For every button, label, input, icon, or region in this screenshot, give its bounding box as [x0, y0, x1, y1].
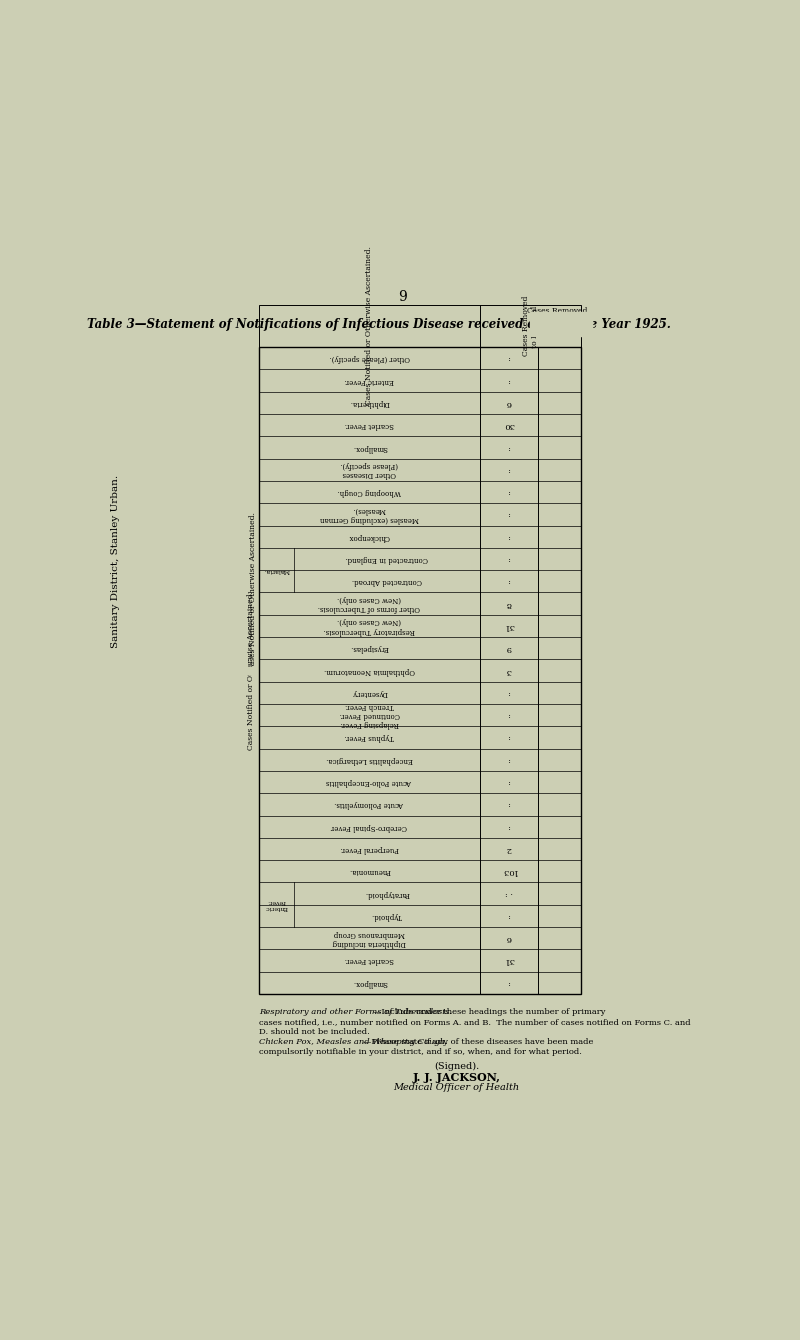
Text: D. should not be included.: D. should not be included. — [259, 1028, 370, 1036]
Text: —Please state if any of these diseases have been made: —Please state if any of these diseases h… — [362, 1037, 593, 1045]
Text: :: : — [507, 354, 510, 362]
Text: 31: 31 — [503, 957, 514, 965]
Text: Cases Removed
to Hospital.: Cases Removed to Hospital. — [522, 296, 538, 356]
Text: Ophthalmia Neonatorum.: Ophthalmia Neonatorum. — [324, 666, 415, 674]
Text: :: : — [507, 978, 510, 986]
Text: :: : — [507, 533, 510, 541]
Bar — [530, 312, 592, 335]
Text: Cases Notified or Otherwise Ascertained.: Cases Notified or Otherwise Ascertained. — [366, 247, 374, 406]
Text: :: : — [507, 733, 510, 741]
Text: Cases Notified or Otherwise Ascertained.: Cases Notified or Otherwise Ascertained. — [247, 591, 255, 750]
Text: Contracted in England.: Contracted in England. — [346, 555, 428, 563]
Text: Contracted Abroad.: Contracted Abroad. — [352, 578, 422, 586]
Bar — [232, 667, 255, 674]
Text: 9: 9 — [506, 645, 511, 653]
Text: Pneumonia.: Pneumonia. — [348, 867, 390, 875]
Text: :: : — [507, 555, 510, 563]
Text: J. J. JACKSON,: J. J. JACKSON, — [413, 1072, 501, 1084]
Text: Whooping Cough.: Whooping Cough. — [338, 488, 401, 496]
Text: Respiratory Tuberculosis.
(New Cases only).: Respiratory Tuberculosis. (New Cases onl… — [323, 618, 415, 635]
Text: Chickenpox: Chickenpox — [349, 533, 390, 541]
Text: Scarlet Fever.: Scarlet Fever. — [345, 421, 394, 429]
Text: :: : — [507, 800, 510, 808]
Text: :: : — [507, 466, 510, 474]
Text: :: : — [507, 488, 510, 496]
Text: Malaria.: Malaria. — [263, 568, 290, 572]
Text: Scarlet Fever.: Scarlet Fever. — [345, 957, 394, 965]
Bar — [259, 347, 581, 994]
Text: —Include under these headings the number of primary: —Include under these headings the number… — [373, 1008, 606, 1016]
Text: Other forms of Tuberculosis.
(New Cases only).: Other forms of Tuberculosis. (New Cases … — [318, 595, 421, 612]
Text: Other (Please specify).: Other (Please specify). — [329, 354, 410, 362]
Text: Table 3—Statement of Notifications of Infectious Disease received during the Yea: Table 3—Statement of Notifications of In… — [87, 318, 671, 331]
Text: Typhoid.: Typhoid. — [371, 913, 402, 919]
Text: 8: 8 — [506, 599, 511, 607]
Text: 6: 6 — [506, 399, 511, 407]
Text: Smallpox.: Smallpox. — [352, 444, 387, 452]
Text: :: : — [507, 823, 510, 831]
Text: Respiratory and other Forms of Tuberculosis.: Respiratory and other Forms of Tuberculo… — [259, 1008, 452, 1016]
Text: Cases Removed
to Hospital.: Cases Removed to Hospital. — [527, 307, 587, 324]
Text: 3: 3 — [506, 666, 511, 674]
Text: Paratyphoid.: Paratyphoid. — [364, 890, 410, 898]
Text: :: : — [507, 779, 510, 787]
Bar — [259, 304, 581, 347]
Text: 103: 103 — [501, 867, 517, 875]
Text: :: : — [507, 578, 510, 586]
Text: 30: 30 — [503, 421, 514, 429]
Text: :: : — [507, 511, 510, 519]
Text: 9: 9 — [398, 289, 406, 304]
Text: Erysipelas.: Erysipelas. — [350, 645, 389, 653]
Text: Smallpox.: Smallpox. — [352, 978, 387, 986]
Text: :: : — [507, 377, 510, 385]
Text: :: : — [507, 712, 510, 720]
Text: Diphtheria.: Diphtheria. — [349, 399, 390, 407]
Text: Typhus Fever.: Typhus Fever. — [345, 733, 394, 741]
Text: Other Diseases
(Please specify).: Other Diseases (Please specify). — [341, 461, 398, 478]
Text: 6: 6 — [506, 934, 511, 942]
Text: Enteric
Fever.: Enteric Fever. — [265, 899, 288, 910]
Text: :: : — [507, 444, 510, 452]
Text: cases notified, i.e., number notified on Forms A. and B.  The number of cases no: cases notified, i.e., number notified on… — [259, 1018, 690, 1026]
Text: Chicken Pox, Measles and Whooping Cough.: Chicken Pox, Measles and Whooping Cough. — [259, 1037, 448, 1045]
Text: Cerebro-Spinal Fever: Cerebro-Spinal Fever — [331, 823, 407, 831]
Text: Acute Poliomyelitis.: Acute Poliomyelitis. — [334, 800, 404, 808]
Text: Cases Notified or Otherwise Ascertained.: Cases Notified or Otherwise Ascertained. — [249, 512, 257, 670]
Text: . :: . : — [505, 890, 513, 898]
Text: Diphtheria including
Membranous Group: Diphtheria including Membranous Group — [333, 930, 406, 947]
Text: :: : — [507, 756, 510, 764]
Text: 2: 2 — [506, 846, 511, 854]
Text: :: : — [507, 913, 510, 919]
Text: Dysentery: Dysentery — [351, 689, 387, 697]
Text: Encephalitis Lethargica.: Encephalitis Lethargica. — [326, 756, 413, 764]
Text: :: : — [507, 689, 510, 697]
Text: Medical Officer of Health: Medical Officer of Health — [394, 1083, 519, 1092]
Text: 31: 31 — [503, 622, 514, 630]
Text: Measles (excluding German
Measles).: Measles (excluding German Measles). — [320, 505, 419, 523]
Text: Puerperal Fever.: Puerperal Fever. — [340, 846, 398, 854]
Text: Relapsing Fever.
Continued Fever.
Trench Fever.: Relapsing Fever. Continued Fever. Trench… — [339, 702, 399, 729]
Text: Acute Polio-Encephalitis: Acute Polio-Encephalitis — [326, 779, 412, 787]
Text: (Signed).: (Signed). — [434, 1061, 479, 1071]
Text: compulsorily notifiable in your district, and if so, when, and for what period.: compulsorily notifiable in your district… — [259, 1048, 582, 1056]
Text: Enteric Fever.: Enteric Fever. — [345, 377, 394, 385]
Text: Sanitary District, Stanley Urban.: Sanitary District, Stanley Urban. — [111, 474, 120, 647]
